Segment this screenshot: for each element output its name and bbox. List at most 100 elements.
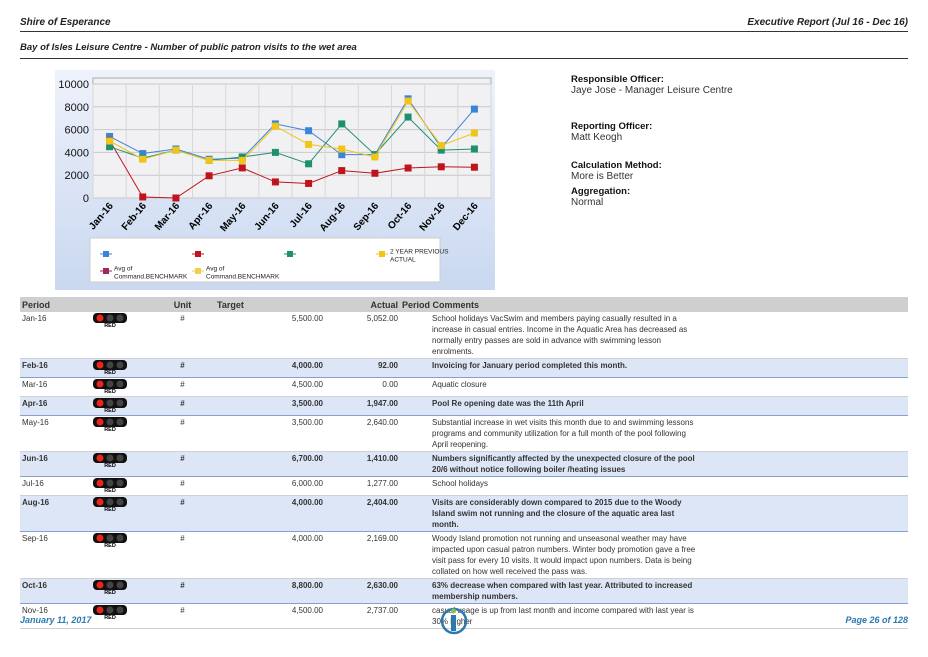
actual: 2,404.00: [325, 495, 400, 532]
status-label: RED: [104, 408, 116, 414]
period: Nov-16: [20, 603, 90, 629]
info-value: More is Better: [571, 171, 634, 182]
spacer: [400, 312, 430, 359]
actual: 2,630.00: [325, 578, 400, 604]
data-point: [238, 156, 246, 164]
light-bulb: [96, 534, 104, 542]
data-point: [404, 113, 412, 121]
light-icon: [93, 379, 127, 389]
light-bulb: [96, 454, 104, 462]
y-tick-label: 10000: [58, 79, 89, 91]
spacer: [705, 358, 908, 378]
data-point: [470, 145, 478, 153]
status-label: RED: [104, 507, 116, 513]
spacer: [400, 451, 430, 477]
legend-swatch: [103, 268, 109, 274]
actual: 1,410.00: [325, 451, 400, 477]
comment: Pool Re opening date was the 11th April: [430, 396, 705, 416]
status-label: RED: [104, 389, 116, 395]
light-bulb: [116, 498, 124, 506]
light-icon: [93, 497, 127, 507]
table-row: Aug-16 RED #4,000.00 2,404.00 Visits are con…: [20, 495, 908, 532]
comment: Aquatic closure: [430, 377, 705, 397]
light-bulb: [106, 454, 114, 462]
y-tick-label: 2000: [65, 170, 89, 182]
table-row: Jul-16 RED #6,000.00 1,277.00 School holiday…: [20, 476, 908, 496]
table-row: Jun-16 RED #6,700.00 1,410.00 Numbers signif…: [20, 451, 908, 477]
status-label: RED: [104, 543, 116, 549]
light-bulb: [106, 380, 114, 388]
light-bulb: [116, 418, 124, 426]
status-light: RED: [92, 605, 128, 621]
column-header: Actual: [325, 297, 400, 312]
table-row: Apr-16 RED #3,500.00 1,947.00 Pool Re openin…: [20, 396, 908, 416]
light-bulb: [106, 534, 114, 542]
report-title: Executive Report (Jul 16 - Dec 16): [747, 17, 908, 28]
unit: #: [150, 495, 215, 532]
table-row: Oct-16 RED #8,800.00 2,630.00 63% decrease w…: [20, 578, 908, 604]
data-point: [205, 172, 213, 180]
series-line: [109, 97, 475, 160]
actual: 92.00: [325, 358, 400, 378]
info-value: Normal: [571, 197, 604, 208]
spacer: [705, 312, 908, 359]
light-bulb: [106, 314, 114, 322]
light-bulb: [116, 534, 124, 542]
info-item: Responsible Officer: Jaye Jose - Manager …: [571, 74, 733, 96]
light-bulb: [116, 581, 124, 589]
target: 4,500.00: [215, 603, 325, 629]
status: RED: [90, 312, 150, 359]
light-icon: [93, 417, 127, 427]
status-light: RED: [92, 313, 128, 329]
actual: 0.00: [325, 377, 400, 397]
legend: [89, 237, 441, 283]
spacer: [400, 495, 430, 532]
footer-date: January 11, 2017: [20, 615, 92, 625]
data-point: [437, 142, 445, 150]
y-tick-label: 0: [83, 193, 89, 205]
period: Jun-16: [20, 451, 90, 477]
light-bulb: [96, 361, 104, 369]
light-bulb: [116, 454, 124, 462]
legend-label: 2 YEAR PREVIOUS ACTUAL: [390, 249, 449, 264]
status-label: RED: [104, 615, 116, 621]
legend-swatch: [195, 251, 201, 257]
spacer: [705, 531, 908, 579]
data-point: [205, 156, 213, 164]
light-icon: [93, 533, 127, 543]
light-bulb: [96, 314, 104, 322]
table-row: Mar-16 RED #4,500.00 0.00 Aquatic closure: [20, 377, 908, 397]
column-header: Period Comments: [400, 297, 908, 312]
column-header: Target: [215, 297, 325, 312]
info-value: Matt Keogh: [571, 132, 623, 143]
period: Aug-16: [20, 495, 90, 532]
comment: Invoicing for January period completed t…: [430, 358, 705, 378]
info-value: Jaye Jose - Manager Leisure Centre: [571, 85, 733, 96]
status-label: RED: [104, 427, 116, 433]
data-point: [437, 163, 445, 171]
status-light: RED: [92, 478, 128, 494]
comment: Substantial increase in wet visits this …: [430, 415, 705, 452]
data-point: [371, 169, 379, 177]
column-header: Unit: [150, 297, 215, 312]
data-point: [404, 164, 412, 172]
table-row: Feb-16 RED #4,000.00 92.00 Invoicing for Jan…: [20, 358, 908, 378]
spacer: [400, 396, 430, 416]
data-point: [271, 122, 279, 130]
status-light: RED: [92, 417, 128, 433]
y-tick-label: 6000: [65, 125, 89, 137]
light-bulb: [106, 498, 114, 506]
comment: School holidays VacSwim and members payi…: [430, 312, 705, 359]
unit: #: [150, 358, 215, 378]
unit: #: [150, 476, 215, 496]
data-point: [338, 120, 346, 128]
light-icon: [93, 453, 127, 463]
status: RED: [90, 495, 150, 532]
data-point: [305, 160, 313, 168]
status-label: RED: [104, 323, 116, 329]
column-header: Period: [20, 297, 150, 312]
target: 6,700.00: [215, 451, 325, 477]
data-point: [470, 105, 478, 113]
target: 8,800.00: [215, 578, 325, 604]
